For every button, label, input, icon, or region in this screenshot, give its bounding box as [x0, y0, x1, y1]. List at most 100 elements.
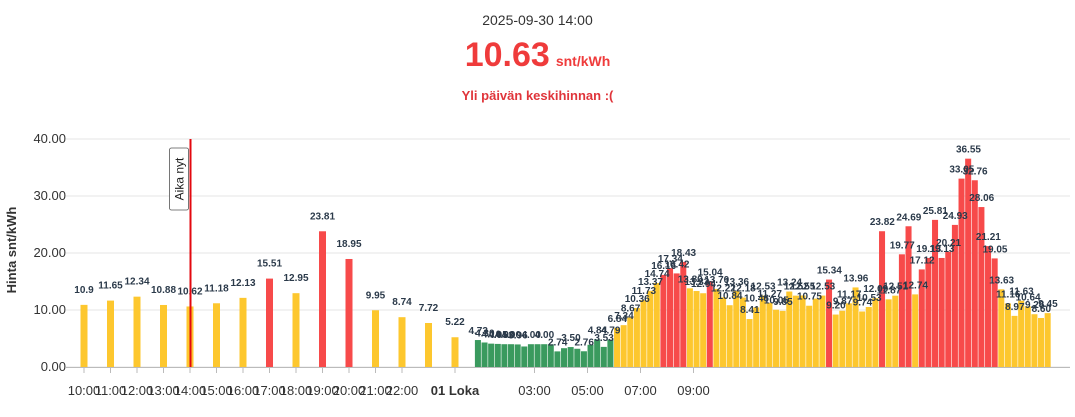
price-bar-value-label: 12.74: [903, 280, 928, 291]
price-bar: [985, 246, 992, 367]
price-bar-value-label: 3.96: [508, 330, 528, 341]
price-bar-value-label: 9.74: [853, 297, 873, 308]
price-bar: [713, 288, 720, 367]
price-bar-value-label: 13.96: [843, 273, 868, 284]
price-bar: [620, 325, 627, 367]
price-bar-value-label: 10.53: [857, 293, 882, 304]
price-bar: [680, 261, 687, 367]
price-bar: [547, 344, 554, 367]
price-bar-value-label: 4.10: [482, 330, 502, 341]
price-bar: [653, 282, 660, 367]
price-bar: [527, 344, 534, 367]
now-label: Aika nyt: [173, 157, 187, 200]
price-bar: [627, 317, 634, 367]
price-bar: [885, 299, 892, 367]
price-bar-value-label: 4.79: [601, 326, 621, 337]
price-bar: [720, 297, 727, 367]
price-bar-value-label: 4.30: [475, 328, 495, 339]
now-label-box: [169, 147, 189, 211]
x-tick-label: 12:00: [121, 383, 154, 398]
y-axis-ticks: 0.00 10.00 20.00 30.00 40.00: [33, 131, 66, 374]
price-bar-value-label: 11.65: [98, 281, 123, 292]
price-bar: [826, 279, 833, 367]
price-bar: [107, 300, 114, 367]
price-bar: [398, 317, 406, 367]
price-bar-value-label: 4.84: [588, 325, 608, 336]
price-bar: [292, 293, 300, 367]
price-bar-value-label: 13.33: [684, 277, 709, 288]
price-bar-value-label: 13.70: [704, 275, 729, 286]
price-bar-value-label: 10.84: [717, 291, 742, 302]
price-bar: [514, 344, 521, 367]
price-bar-value-label: 11.63: [1009, 287, 1034, 298]
price-bar-value-label: 9.26: [1025, 300, 1045, 311]
price-bar-value-label: 2.76: [574, 337, 594, 348]
value-labels: 10.911.6512.3410.8810.6211.1812.1315.511…: [74, 145, 1058, 349]
price-bar-value-label: 13.37: [638, 277, 663, 288]
price-bar: [534, 344, 541, 367]
price-bar: [1031, 314, 1038, 367]
price-bar: [879, 231, 886, 367]
price-bar: [998, 289, 1005, 367]
price-bar-value-label: 4.00: [521, 330, 541, 341]
price-bar: [554, 351, 561, 367]
current-price-value: 10.63: [464, 36, 550, 74]
price-bar-value-label: 19.05: [982, 244, 1007, 255]
price-bar: [932, 219, 939, 367]
price-bar: [481, 342, 488, 367]
price-bar-value-label: 8.97: [1005, 302, 1025, 313]
price-bar: [812, 298, 819, 367]
y-tick-label: 0.00: [41, 359, 66, 374]
price-bar: [160, 304, 167, 367]
price-bar: [806, 305, 813, 367]
price-bar: [667, 268, 674, 367]
price-bar: [345, 258, 353, 367]
price-bar-value-label: 15.34: [817, 266, 842, 277]
price-bar-value-label: 25.81: [923, 206, 948, 217]
price-bar: [773, 309, 780, 367]
price-bar: [872, 298, 879, 367]
y-tick-label: 10.00: [33, 302, 66, 317]
price-bar-value-label: 12.55: [790, 281, 815, 292]
price-bar-value-label: 4.00: [495, 330, 515, 341]
price-bar-value-label: 10.64: [1016, 292, 1041, 303]
price-bar: [451, 337, 459, 367]
price-bar: [567, 347, 574, 367]
price-bar: [594, 339, 601, 367]
price-bar-value-label: 16.16: [651, 261, 676, 272]
price-bar-value-label: 4.05: [488, 330, 508, 341]
x-tick-label: 14:00: [174, 383, 207, 398]
price-bar-value-label: 18.43: [671, 248, 696, 259]
x-tick-label: 22:00: [386, 383, 419, 398]
x-tick-label: 09:00: [677, 383, 710, 398]
price-bar: [425, 322, 432, 367]
price-bar: [607, 339, 614, 367]
price-bar-value-label: 5.22: [445, 317, 465, 328]
x-tick-label: 18:00: [280, 383, 313, 398]
x-tick-label: 11:00: [95, 383, 127, 398]
price-bar: [647, 290, 654, 367]
price-bar: [133, 296, 141, 367]
price-bar: [786, 291, 793, 367]
price-bar-value-label: 12.94: [691, 279, 716, 290]
price-bar: [213, 303, 220, 367]
price-bar-value-label: 8.41: [740, 305, 760, 316]
price-bar: [1024, 306, 1031, 367]
price-bar-value-label: 11.17: [837, 289, 862, 300]
price-bar-value-label: 6.84: [608, 314, 628, 325]
x-tick-label: 15:00: [200, 383, 233, 398]
price-bar-value-label: 33.05: [949, 165, 974, 176]
price-bar-value-label: 9.45: [1038, 299, 1058, 310]
price-bar-value-label: 10.88: [151, 285, 176, 296]
price-bar: [912, 294, 919, 367]
price-bar: [746, 319, 753, 367]
price-bar-value-label: 9.85: [773, 297, 793, 308]
price-bar: [80, 304, 88, 367]
price-bar-value-label: 7.34: [614, 311, 634, 322]
price-bar-value-label: 12.34: [124, 277, 149, 288]
price-bar: [905, 226, 912, 367]
price-bar: [852, 287, 859, 367]
price-bar-value-label: 4.00: [535, 330, 555, 341]
y-tick-label: 30.00: [33, 188, 66, 203]
